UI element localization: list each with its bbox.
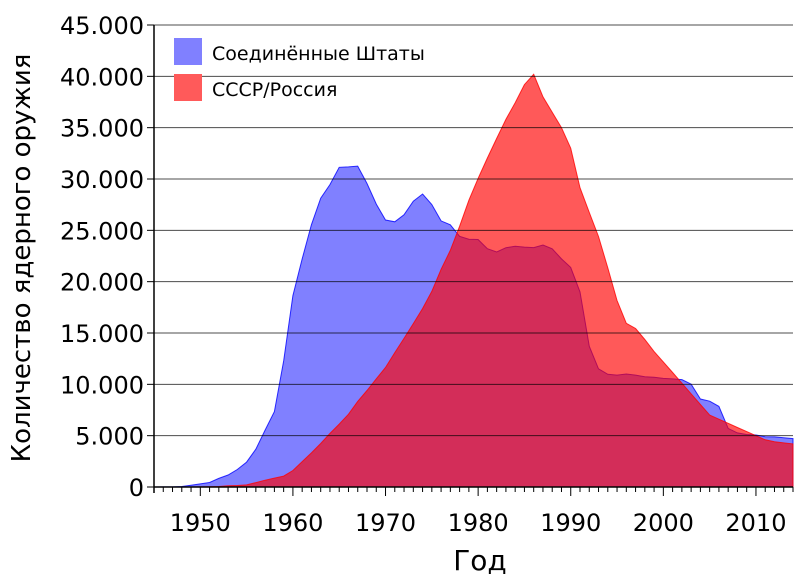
x-tick-label: 2000 (633, 509, 694, 537)
axes: 0 5.000 10.000 15.000 20.000 25.000 30.000 35.0… (60, 12, 794, 537)
y-tick-label: 35.000 (60, 115, 144, 143)
x-tick-label: 1970 (355, 509, 416, 537)
y-tick-label: 15.000 (60, 320, 144, 348)
y-tick-label: 5.000 (75, 423, 144, 451)
x-tick-label: 1990 (540, 509, 601, 537)
x-tick-label: 1980 (448, 509, 509, 537)
legend-label-ussr: СССР/Россия (212, 79, 337, 101)
y-tick-label: 30.000 (60, 166, 144, 194)
y-tick-label: 45.000 (60, 12, 144, 40)
legend-swatch-us (174, 38, 202, 65)
x-tick-label: 2010 (725, 509, 786, 537)
y-tick-label: 20.000 (60, 269, 144, 297)
legend-label-us: Соединённые Штаты (212, 43, 425, 65)
y-tick-label: 0 (129, 474, 144, 502)
series-areas (153, 73, 794, 488)
x-tick-label: 1960 (262, 509, 323, 537)
x-axis-label: Год (453, 544, 507, 577)
y-tick-label: 40.000 (60, 63, 144, 91)
legend-swatch-ussr (174, 74, 202, 101)
legend: Соединённые Штаты СССР/Россия (174, 38, 425, 101)
x-tick-label: 1950 (170, 509, 231, 537)
y-tick-label: 10.000 (60, 371, 144, 399)
y-tick-label: 25.000 (60, 217, 144, 245)
area-series-1 (154, 73, 794, 488)
y-axis-label: Количество ядерного оружия (7, 54, 37, 463)
